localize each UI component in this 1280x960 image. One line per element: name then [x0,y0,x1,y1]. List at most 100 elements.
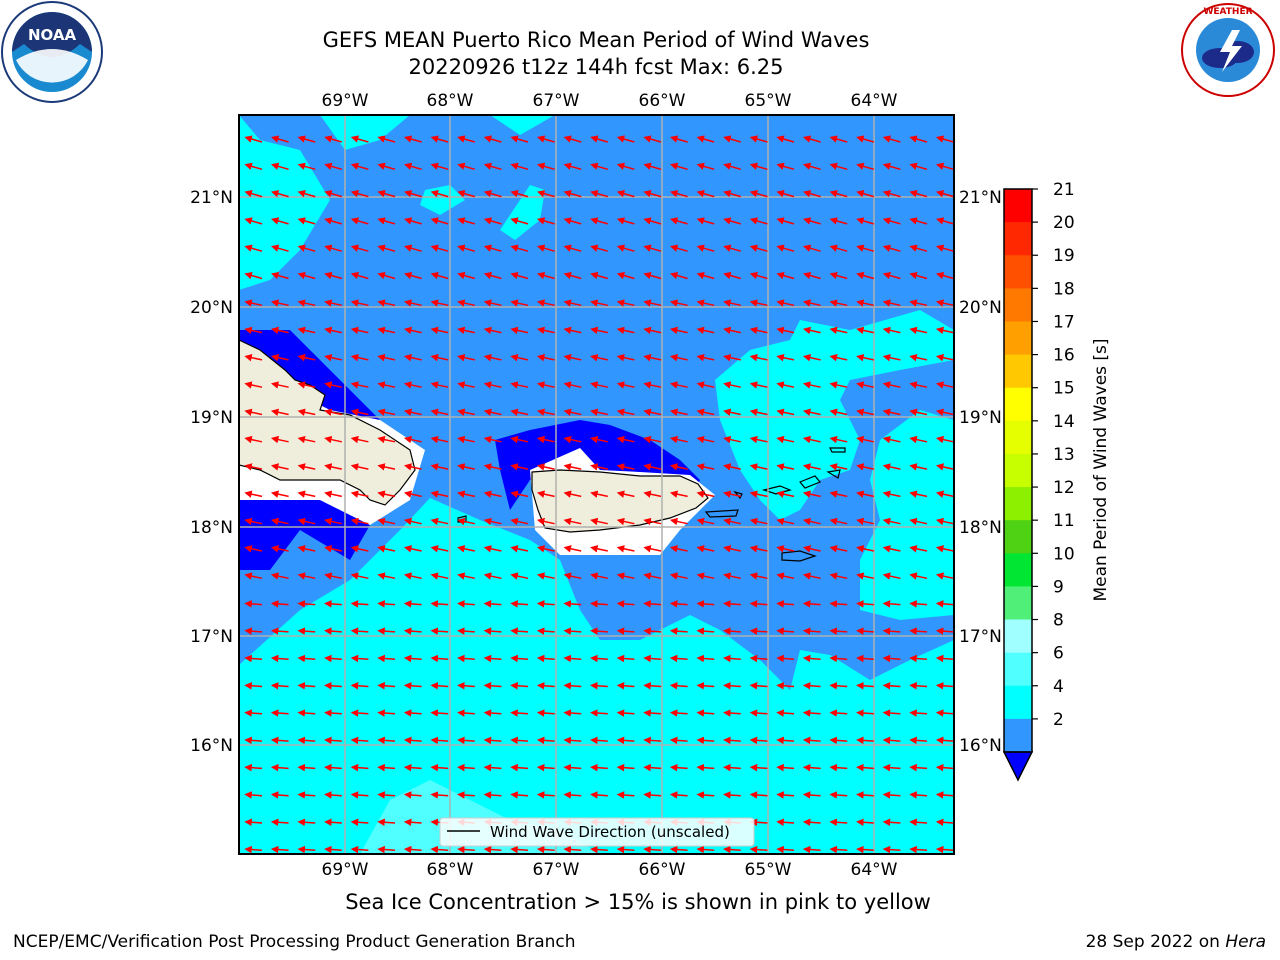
wind-arrow [696,709,715,717]
wind-arrow [829,354,848,362]
wind-arrow [510,654,529,663]
colorbar-cell [1004,685,1032,720]
wind-arrow [749,326,768,335]
wind-arrow [590,627,608,635]
lat-label-left: 16°N [190,736,233,756]
wind-arrow [723,354,741,362]
wind-arrow [776,818,795,827]
wind-arrow [563,190,582,198]
colorbar-cell [1004,553,1032,587]
wind-arrow [536,162,555,171]
wind-arrow [723,654,741,663]
wind-arrow [749,162,768,171]
wind-arrow [483,791,502,799]
wind-arrow [749,600,768,608]
wind-arrow [696,654,715,663]
wind-arrow [935,818,954,827]
wind-arrow [270,408,289,416]
wind-arrow [749,818,768,827]
wind-arrow [270,545,289,553]
wind-arrow [856,190,875,198]
lat-label-right: 18°N [959,518,1002,538]
wind-arrow [935,736,954,745]
colorbar-cell [1004,420,1032,455]
wind-arrow [510,190,529,198]
wind-arrow [856,517,874,526]
wind-arrow [457,572,475,580]
colorbar-cell [1004,222,1032,256]
wind-arrow [802,545,821,553]
wind-arrow [616,381,635,389]
wind-arrow [935,271,954,280]
wind-arrow [244,326,263,335]
wind-arrow [536,654,555,663]
wind-arrow [510,435,529,444]
wind-arrow [909,162,928,171]
wind-arrow [882,736,901,745]
wind-arrow [669,190,688,198]
svg-text:NOAA: NOAA [28,26,77,44]
wind-arrow [776,190,795,198]
wind-arrow [510,600,529,608]
wind-arrow [590,190,609,198]
wind-arrow [669,654,688,663]
wind-arrow [377,545,396,553]
wind-arrow [643,326,662,335]
wind-arrow [457,435,475,444]
wind-arrow [669,572,688,580]
wind-arrow [829,326,848,335]
colorbar-tick-label: 11 [1053,511,1075,531]
wind-arrow [590,244,609,252]
wind-arrow [935,190,954,198]
wind-arrow [510,381,529,389]
wind-arrow [590,381,608,389]
wind-arrow [696,736,715,745]
wind-arrow [909,517,928,526]
wind-arrow [350,791,369,799]
wind-arrow [297,654,316,663]
lon-label-top: 64°W [851,91,898,111]
wind-arrow [882,271,901,280]
colorbar-tick-label: 16 [1053,346,1075,366]
lat-label-left: 19°N [190,408,233,428]
noaa-logo-icon: NOAA [1,1,103,103]
wind-arrow [297,326,316,335]
wind-arrow [377,572,396,580]
wind-arrow [324,354,342,362]
wind-arrow [643,354,662,362]
wind-arrow [749,654,768,663]
wind-arrow [616,354,635,362]
wind-arrow [669,736,688,745]
wind-arrow [696,381,715,389]
wind-arrow [536,299,555,307]
wind-arrow [616,299,635,307]
wind-arrow [882,654,901,663]
wind-arrow [350,490,369,498]
wind-arrow [483,517,502,526]
wind-arrow [350,435,369,444]
wind-arrow [776,709,795,717]
wind-arrow [643,162,662,171]
wind-arrow [749,408,768,416]
wind-arrow [297,217,316,225]
wind-arrow [829,572,848,580]
wind-arrow [776,682,795,690]
wind-arrow [723,435,741,444]
wind-arrow [935,654,954,663]
wind-arrow [244,736,263,745]
wind-arrow [510,682,529,690]
wind-arrow [856,381,874,389]
wind-arrow [377,408,396,416]
wind-arrow [536,190,555,198]
wind-arrow [643,490,662,498]
colorbar-frame [1003,188,1033,753]
wind-arrow [829,299,848,307]
wind-arrow [643,572,662,580]
wind-arrow [563,709,582,717]
colorbar-tick-label: 20 [1053,213,1075,233]
wind-arrow [590,654,608,663]
wind-arrow [324,627,342,635]
wind-arrow [802,763,821,772]
wind-arrow [324,190,343,198]
wind-arrow [350,736,369,745]
